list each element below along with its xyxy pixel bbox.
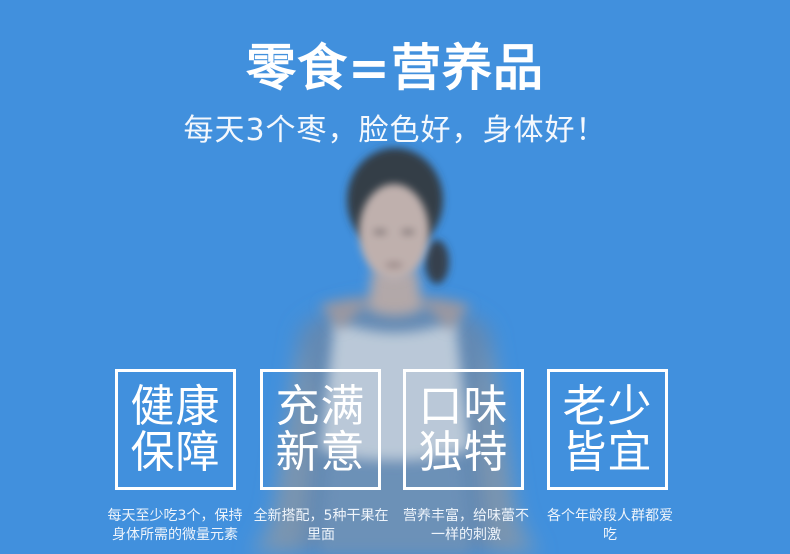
- feature-description-novelty: 全新搭配，5种干果在里面: [253, 508, 389, 543]
- feature-card-line: 口味: [418, 381, 509, 432]
- feature-description-all-ages: 各个年龄段人群都爱吃: [547, 508, 673, 543]
- feature-card-line: 独特: [418, 427, 509, 478]
- feature-card-line: 健康: [130, 381, 221, 432]
- feature-card-line: 皆宜: [562, 427, 653, 478]
- feature-card-novelty: 充满 新意: [260, 369, 381, 490]
- feature-card-health: 健康 保障: [115, 369, 236, 490]
- feature-description-health: 每天至少吃3个，保持身体所需的微量元素: [107, 508, 243, 543]
- feature-card-line: 新意: [275, 427, 366, 478]
- feature-card-line: 充满: [275, 381, 366, 432]
- feature-description-taste: 营养丰富，给味蕾不一样的刺激: [403, 508, 529, 543]
- feature-card-line: 保障: [130, 427, 221, 478]
- feature-card-all-ages: 老少 皆宜: [547, 369, 668, 490]
- feature-card-taste: 口味 独特: [403, 369, 524, 490]
- feature-card-line: 老少: [562, 381, 653, 432]
- page-subtitle: 每天3个枣，脸色好，身体好！: [183, 113, 607, 148]
- page-title: 零食=营养品: [246, 39, 544, 97]
